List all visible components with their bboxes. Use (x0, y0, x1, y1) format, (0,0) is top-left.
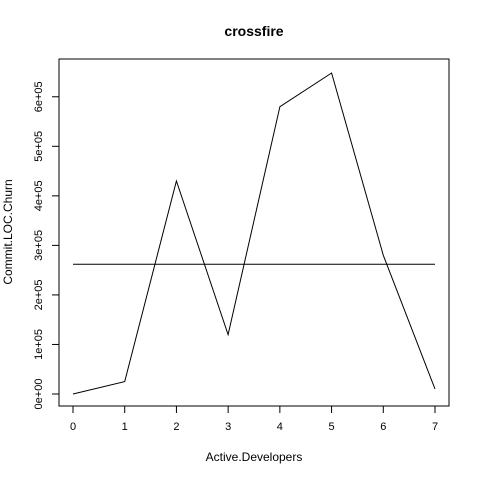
x-tick-label-6: 6 (380, 421, 386, 433)
x-tick-label-1: 1 (122, 421, 128, 433)
y-tick-label-4: 4e+05 (33, 180, 45, 211)
y-tick-label-6: 6e+05 (33, 81, 45, 112)
x-tick-label-0: 0 (70, 421, 76, 433)
series-layer (72, 72, 436, 395)
plot-frame (58, 58, 450, 407)
y-tick-label-1: 1e+05 (33, 329, 45, 360)
x-axis: 0 1 2 3 4 5 6 7 (70, 406, 438, 433)
x-tick-label-4: 4 (277, 421, 283, 433)
y-tick-label-5: 5e+05 (33, 131, 45, 162)
x-tick-label-3: 3 (225, 421, 231, 433)
y-tick-label-0: 0e+00 (33, 379, 45, 410)
x-tick-label-2: 2 (173, 421, 179, 433)
y-axis: 0e+00 1e+05 2e+05 3e+05 4e+05 5e+05 6e+05 (33, 81, 59, 409)
y-tick-label-2: 2e+05 (33, 279, 45, 310)
x-tick-label-5: 5 (329, 421, 335, 433)
x-tick-label-7: 7 (432, 421, 438, 433)
y-axis-label: Commit.LOC.Churn (1, 179, 15, 284)
chart-title: crossfire (224, 23, 283, 39)
y-tick-label-3: 3e+05 (33, 230, 45, 261)
x-axis-label: Active.Developers (206, 450, 303, 464)
series-line-0 (72, 72, 436, 395)
